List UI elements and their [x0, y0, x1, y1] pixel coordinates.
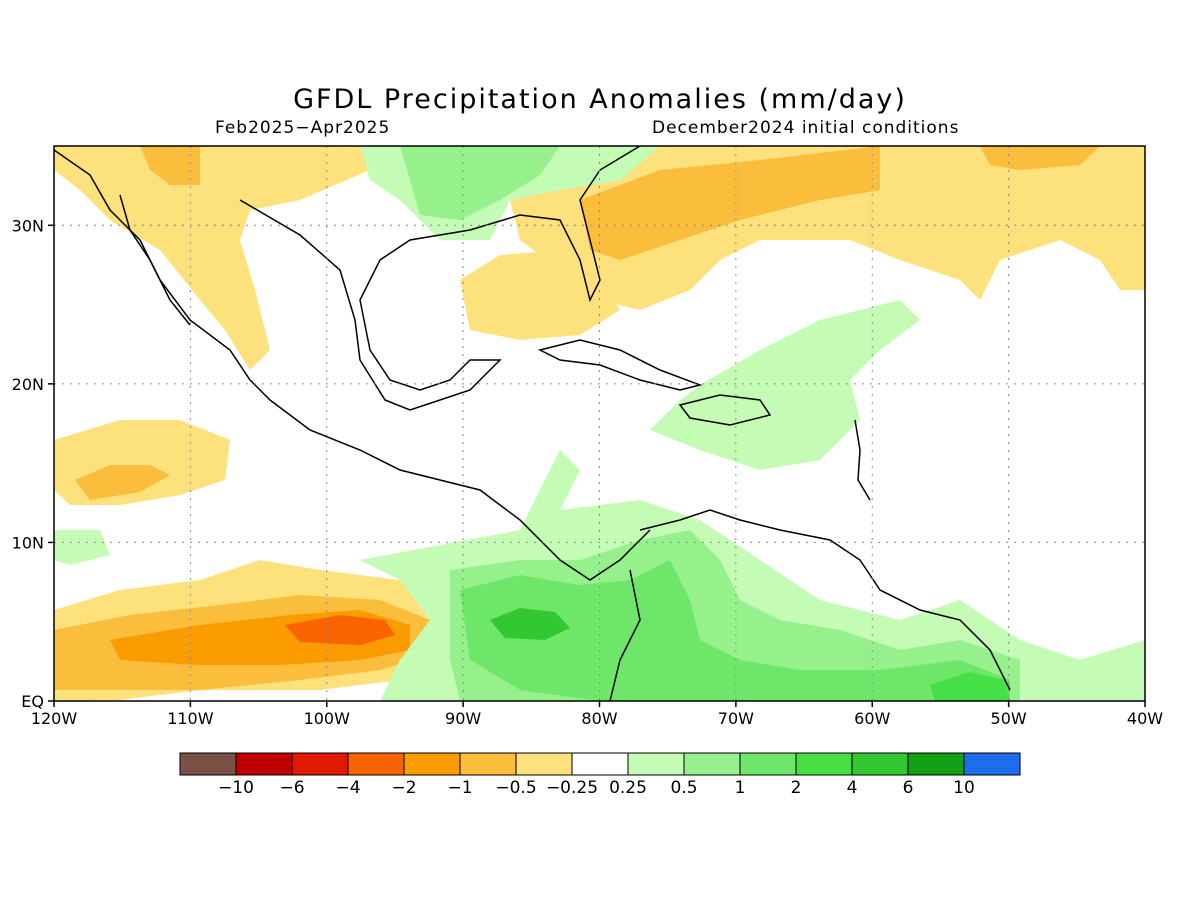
dry-anomaly-pacific-north — [54, 420, 230, 505]
lat-tick-label: 20N — [12, 375, 44, 394]
lat-tick-label: EQ — [21, 692, 44, 711]
colorbar-swatch — [291, 752, 349, 776]
coastline-hispaniola — [678, 394, 772, 426]
colorbar-label: −0.5 — [495, 778, 536, 798]
initial-conditions: December2024 initial conditions — [652, 118, 960, 138]
wet-anomaly-caribbean — [650, 300, 920, 470]
colorbar-swatch — [515, 752, 573, 776]
dry-anomaly-ne-core — [980, 146, 1100, 170]
colorbar-label: 2 — [791, 778, 802, 798]
colorbar-label: 0.25 — [609, 778, 647, 798]
coastline-baja — [119, 194, 191, 326]
colorbar-label: 6 — [903, 778, 914, 798]
grid-lines — [54, 146, 1145, 701]
colorbar-label: 1 — [735, 778, 746, 798]
colorbar-label: 0.5 — [670, 778, 697, 798]
colorbar-swatch — [627, 752, 685, 776]
colorbar-swatch — [963, 752, 1021, 776]
map-title: GFDL Precipitation Anomalies (mm/day) — [293, 84, 907, 115]
coastline-cuba — [537, 339, 703, 391]
lat-tick-label: 10N — [12, 533, 44, 552]
dry-anomaly-atlantic-core — [580, 146, 880, 260]
colorbar-swatch — [683, 752, 741, 776]
colorbar-swatch — [907, 752, 965, 776]
dry-anomaly-north — [54, 146, 380, 370]
wet-anomaly-southeast-us-core — [400, 146, 560, 220]
dry-anomaly-east-pacific-peak — [285, 615, 395, 645]
lon-tick-label: 70W — [718, 709, 754, 728]
lon-tick-label: 80W — [581, 709, 617, 728]
lat-axis: EQ 10N 20N 30N — [12, 216, 54, 711]
wet-anomaly-peak-panama — [490, 608, 570, 640]
colorbar-swatch — [235, 752, 293, 776]
coastline-antilles — [854, 419, 871, 501]
forecast-period: Feb2025−Apr2025 — [215, 118, 391, 138]
colorbar-label: 10 — [953, 778, 975, 798]
anomaly-field — [54, 146, 1145, 701]
wet-anomaly-west-pacific — [54, 530, 110, 565]
lon-tick-label: 60W — [854, 709, 890, 728]
lon-axis: 120W 110W 100W 90W 80W 70W 60W 50W 40W — [31, 701, 1163, 728]
colorbar-label: −1 — [447, 778, 472, 798]
colorbar-label: −6 — [279, 778, 304, 798]
coastline-mexico-pacific — [54, 149, 651, 581]
lon-tick-label: 100W — [304, 709, 351, 728]
colorbar-label: −4 — [335, 778, 360, 798]
lat-tick-label: 30N — [12, 216, 44, 235]
coastlines — [54, 146, 1011, 701]
lon-tick-label: 110W — [167, 709, 214, 728]
colorbar-swatch — [571, 752, 629, 776]
colorbar-swatch — [403, 752, 461, 776]
lon-tick-label: 40W — [1127, 709, 1163, 728]
lon-tick-label: 120W — [31, 709, 78, 728]
colorbar-swatch — [795, 752, 853, 776]
colorbar-label: 4 — [847, 778, 858, 798]
colorbar-swatch — [179, 752, 237, 776]
dry-anomaly-pacific-north-core — [75, 465, 170, 500]
colorbar: −10 −6 −4 −2 −1 −0.5 −0.25 0.25 0.5 1 2 4 6 10 — [179, 752, 1021, 798]
lon-tick-label: 50W — [991, 709, 1027, 728]
coastline-gulf — [239, 146, 641, 411]
wet-anomaly-south-america-core — [460, 560, 1010, 701]
colorbar-swatch — [851, 752, 909, 776]
colorbar-swatch — [459, 752, 517, 776]
lon-tick-label: 90W — [445, 709, 481, 728]
wet-anomaly-peak-guiana — [930, 672, 1010, 701]
colorbar-label: −2 — [391, 778, 416, 798]
colorbar-swatch — [739, 752, 797, 776]
colorbar-swatch — [347, 752, 405, 776]
colorbar-label: −10 — [218, 778, 254, 798]
coastline-south-america — [639, 509, 1011, 691]
dry-anomaly-nw-core — [140, 146, 200, 185]
coastline-colombia-pacific — [609, 569, 641, 701]
colorbar-label: −0.25 — [546, 778, 598, 798]
